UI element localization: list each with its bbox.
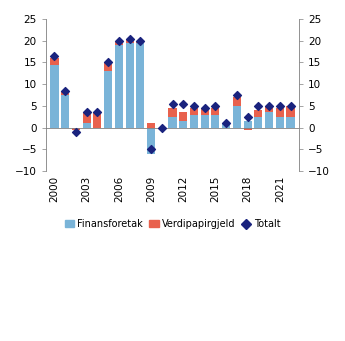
Bar	[211, 108, 219, 115]
Bar	[265, 113, 273, 128]
Bar	[126, 43, 134, 128]
Bar	[147, 123, 155, 128]
Bar	[168, 108, 177, 117]
Bar	[61, 91, 69, 95]
Bar	[254, 110, 262, 117]
Bar	[50, 58, 59, 64]
Bar	[179, 121, 187, 128]
Bar	[179, 113, 187, 121]
Bar	[286, 117, 295, 128]
Point	[277, 103, 283, 108]
Bar	[115, 45, 123, 128]
Point	[256, 103, 261, 108]
Point	[116, 38, 122, 43]
Bar	[276, 108, 284, 117]
Point	[52, 53, 57, 59]
Bar	[254, 117, 262, 128]
Point	[266, 103, 272, 108]
Bar	[244, 128, 252, 130]
Bar	[222, 123, 230, 128]
Bar	[83, 123, 91, 128]
Point	[223, 120, 229, 126]
Legend: Finansforetak, Verdipapirgjeld, Totalt: Finansforetak, Verdipapirgjeld, Totalt	[61, 215, 284, 233]
Point	[148, 147, 154, 152]
Point	[73, 129, 79, 135]
Bar	[276, 117, 284, 128]
Point	[170, 101, 175, 106]
Bar	[72, 128, 80, 130]
Point	[288, 103, 293, 108]
Bar	[190, 115, 198, 128]
Point	[234, 92, 240, 98]
Point	[127, 36, 132, 41]
Bar	[61, 95, 69, 128]
Bar	[211, 115, 219, 128]
Bar	[190, 108, 198, 115]
Bar	[93, 113, 101, 128]
Point	[245, 114, 250, 119]
Bar	[286, 106, 295, 117]
Bar	[201, 108, 209, 115]
Point	[95, 110, 100, 115]
Point	[180, 101, 186, 106]
Bar	[104, 62, 112, 71]
Point	[213, 103, 218, 108]
Bar	[136, 43, 144, 128]
Bar	[265, 106, 273, 113]
Bar	[115, 41, 123, 45]
Bar	[168, 117, 177, 128]
Bar	[147, 128, 155, 154]
Bar	[126, 39, 134, 43]
Point	[84, 110, 89, 115]
Bar	[233, 106, 241, 128]
Point	[105, 60, 111, 65]
Bar	[244, 121, 252, 128]
Bar	[83, 113, 91, 123]
Bar	[50, 64, 59, 128]
Bar	[136, 41, 144, 43]
Point	[159, 125, 165, 130]
Point	[62, 88, 68, 93]
Bar	[201, 115, 209, 128]
Bar	[233, 97, 241, 106]
Bar	[104, 71, 112, 128]
Point	[202, 105, 207, 111]
Point	[138, 38, 143, 43]
Point	[191, 103, 197, 108]
